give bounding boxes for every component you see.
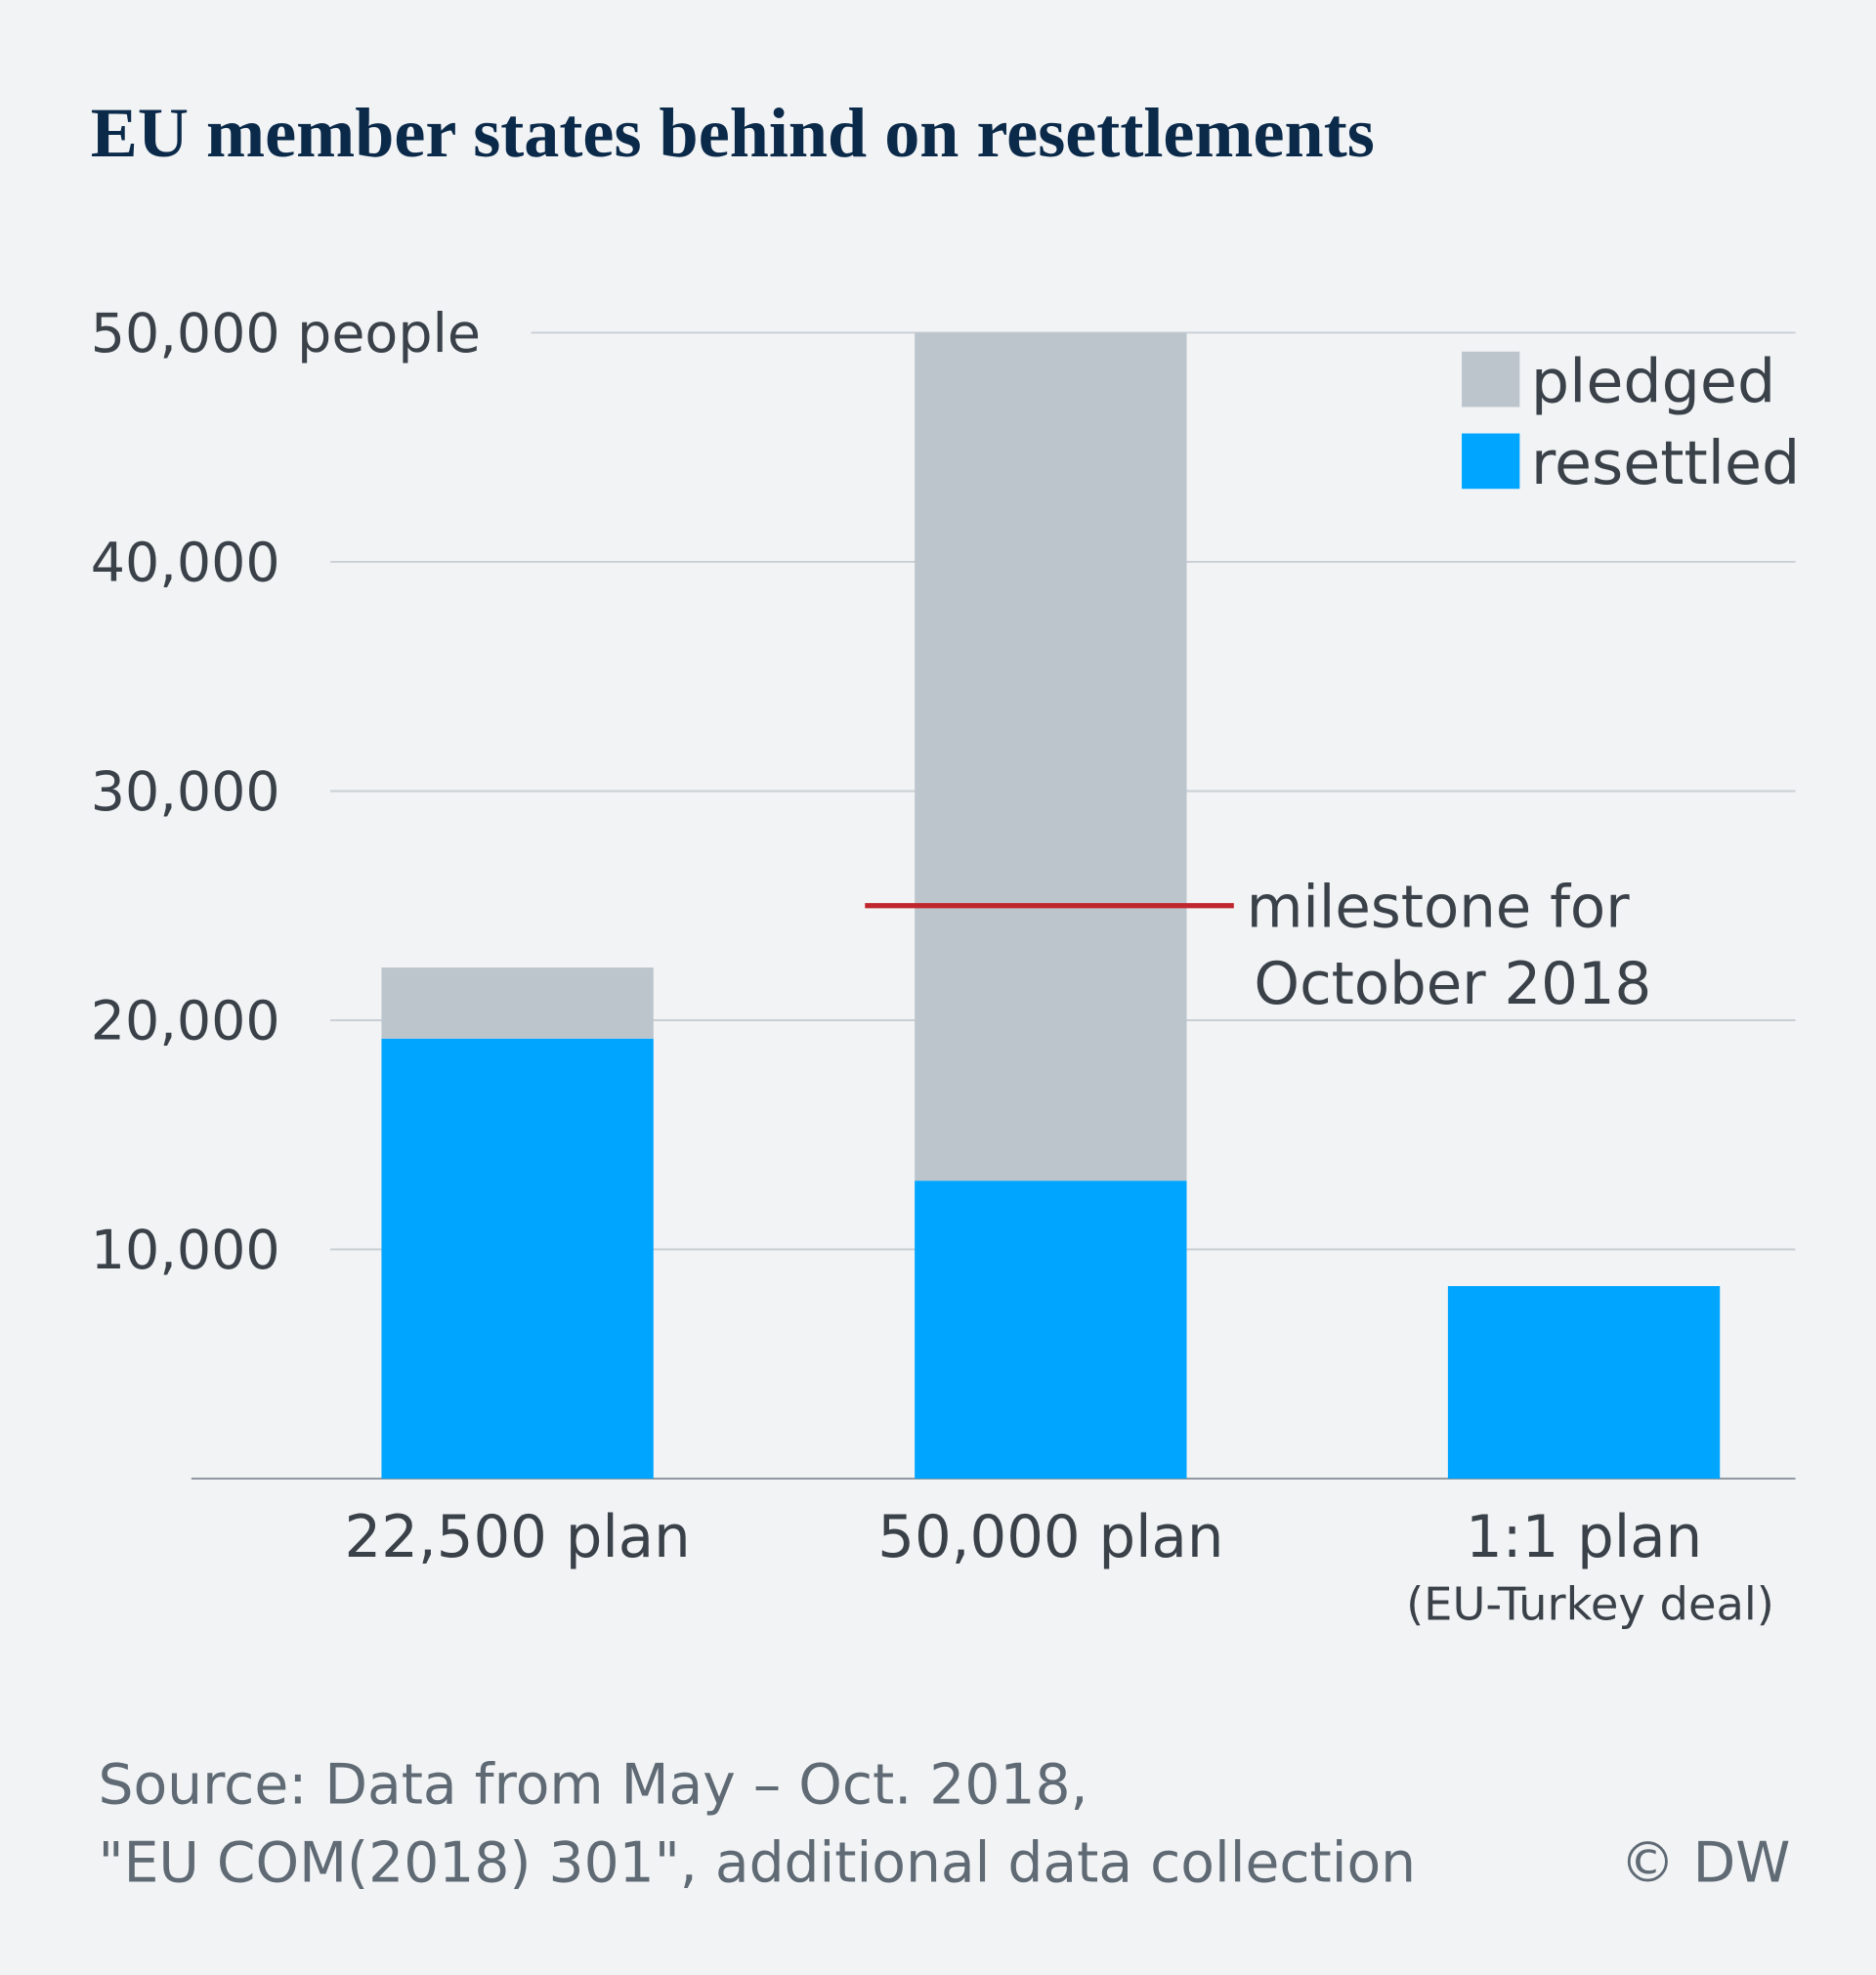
x-tick-label: 22,500 plan <box>345 1503 691 1570</box>
milestone-label: milestone for <box>1247 874 1630 941</box>
bar-segment <box>915 1181 1187 1480</box>
milestone-label: October 2018 <box>1254 950 1651 1017</box>
y-tick-label: 10,000 <box>91 1220 280 1282</box>
x-tick-label: 50,000 plan <box>877 1503 1223 1570</box>
legend-label: pledged <box>1531 346 1775 416</box>
x-tick-sublabel: (EU-Turkey deal) <box>1406 1577 1774 1630</box>
legend-label: resettled <box>1531 428 1800 498</box>
bar-segment <box>381 1038 654 1480</box>
y-tick-label: 30,000 <box>91 761 280 824</box>
bar-segment <box>381 967 654 1039</box>
x-tick-label: 1:1 plan <box>1466 1503 1702 1570</box>
legend-swatch <box>1462 351 1520 408</box>
legend-swatch <box>1462 433 1520 490</box>
chart-title: EU member states behind on resettlements <box>91 94 1375 172</box>
source: Source: Data from May – Oct. 2018, <box>99 1753 1088 1818</box>
bar-segment <box>1447 1286 1721 1480</box>
source: "EU COM(2018) 301", additional data coll… <box>99 1830 1417 1895</box>
y-tick-label: 40,000 <box>91 532 280 594</box>
y-tick-label: 20,000 <box>91 990 280 1052</box>
y-tick-label: 50,000 people <box>91 303 481 365</box>
bar-segment <box>915 332 1187 1181</box>
credit: © DW <box>1620 1830 1790 1895</box>
